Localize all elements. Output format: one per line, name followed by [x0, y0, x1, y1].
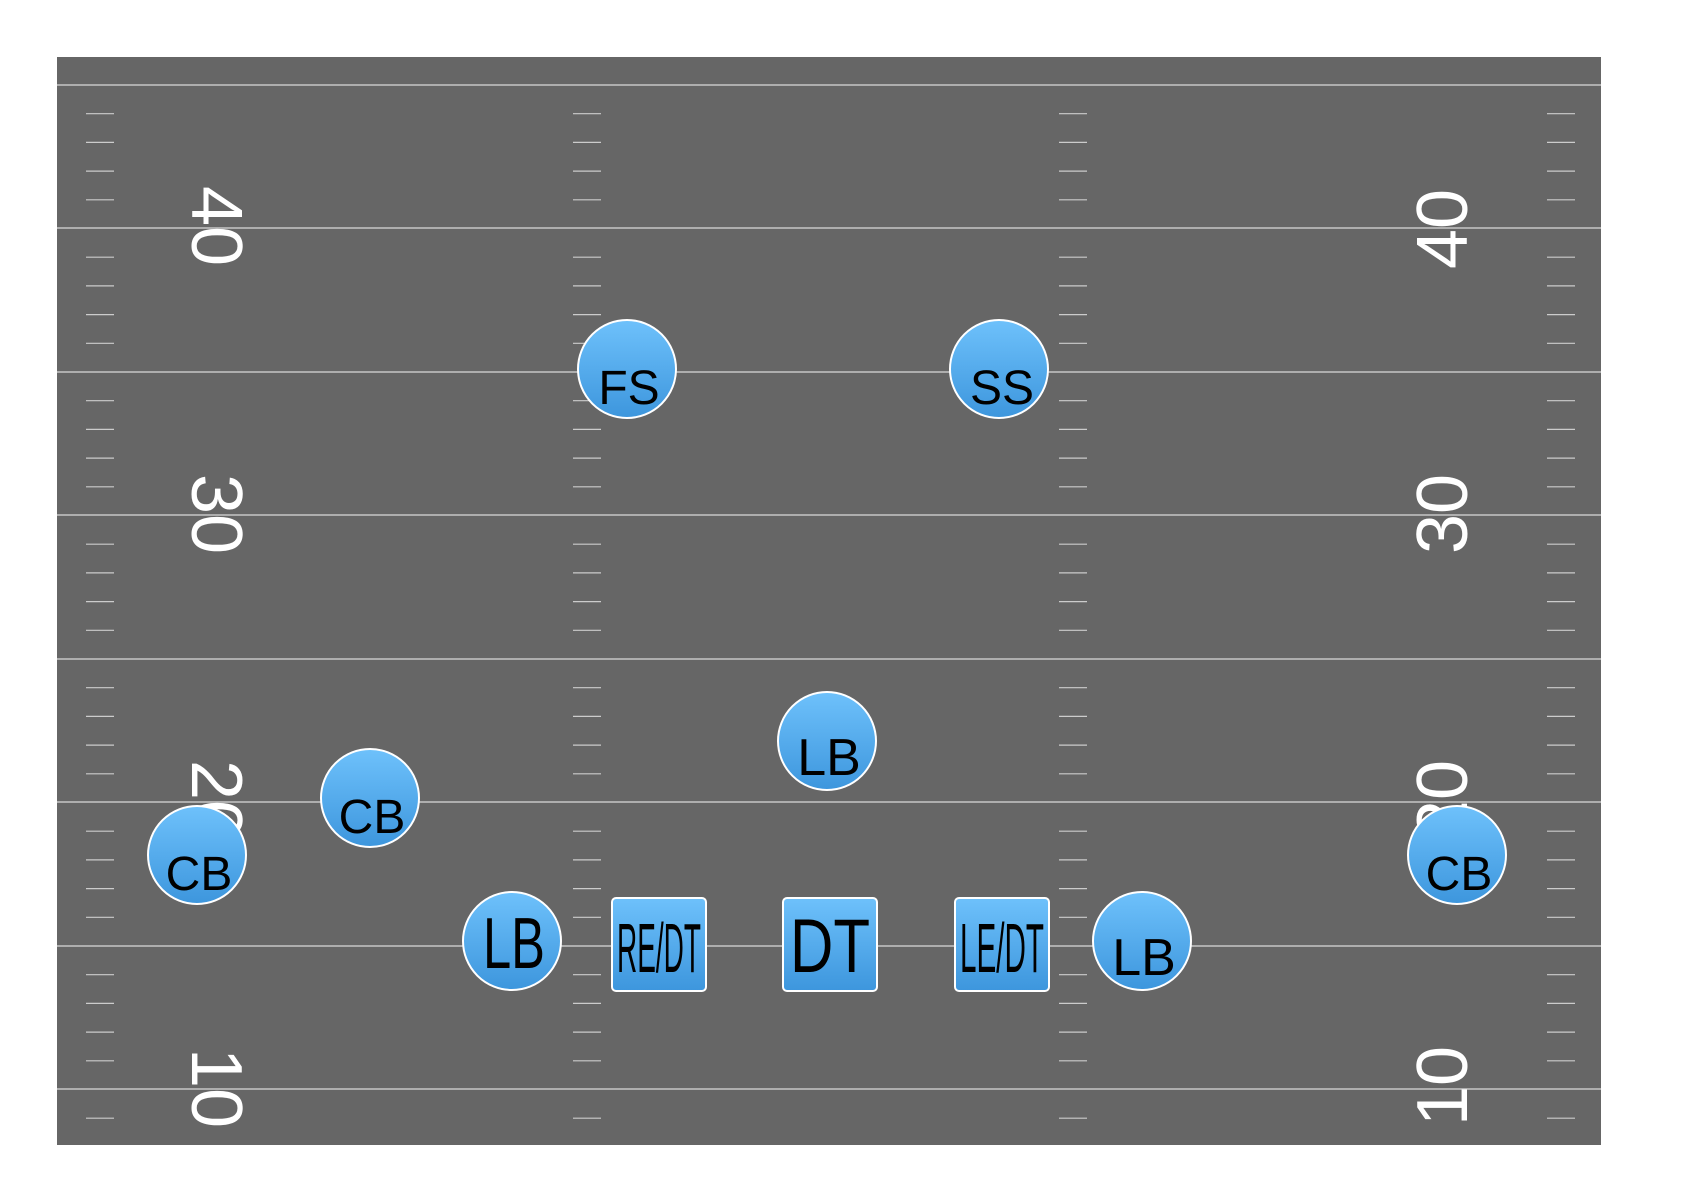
player-label: RE/DT: [617, 909, 701, 987]
player-lb-left[interactable]: LB: [462, 891, 562, 991]
player-dt[interactable]: DT: [782, 897, 878, 992]
player-label: LB: [797, 729, 861, 787]
player-label: CB: [166, 848, 233, 901]
player-cb-wide-left[interactable]: CB: [147, 805, 247, 905]
player-lb-right[interactable]: LB: [1092, 891, 1192, 991]
player-cb-wide-right[interactable]: CB: [1407, 805, 1507, 905]
player-ss[interactable]: SS: [949, 319, 1049, 419]
player-label: LB: [483, 904, 545, 984]
yard-lines: [57, 84, 1601, 1090]
hash-marks: [86, 113, 1575, 1119]
yard-number-right-30: 30: [1403, 474, 1483, 554]
player-le-dt[interactable]: LE/DT: [954, 897, 1050, 992]
player-re-dt[interactable]: RE/DT: [611, 897, 707, 992]
player-label: CB: [339, 791, 406, 844]
yard-number-left-30: 30: [176, 474, 256, 554]
player-label: CB: [1426, 848, 1493, 901]
player-label: DT: [790, 904, 870, 989]
player-fs[interactable]: FS: [577, 319, 677, 419]
player-cb-slot-left[interactable]: CB: [320, 748, 420, 848]
player-label: LB: [1112, 929, 1176, 987]
player-label: FS: [598, 362, 659, 415]
yard-number-right-10: 10: [1403, 1046, 1483, 1126]
yard-number-right-40: 40: [1403, 189, 1483, 269]
player-label: LE/DT: [960, 909, 1044, 987]
player-label: SS: [970, 362, 1034, 415]
player-lb-middle[interactable]: LB: [777, 691, 877, 791]
yard-number-left-10: 10: [176, 1048, 256, 1128]
yard-number-left-40: 40: [176, 186, 256, 266]
